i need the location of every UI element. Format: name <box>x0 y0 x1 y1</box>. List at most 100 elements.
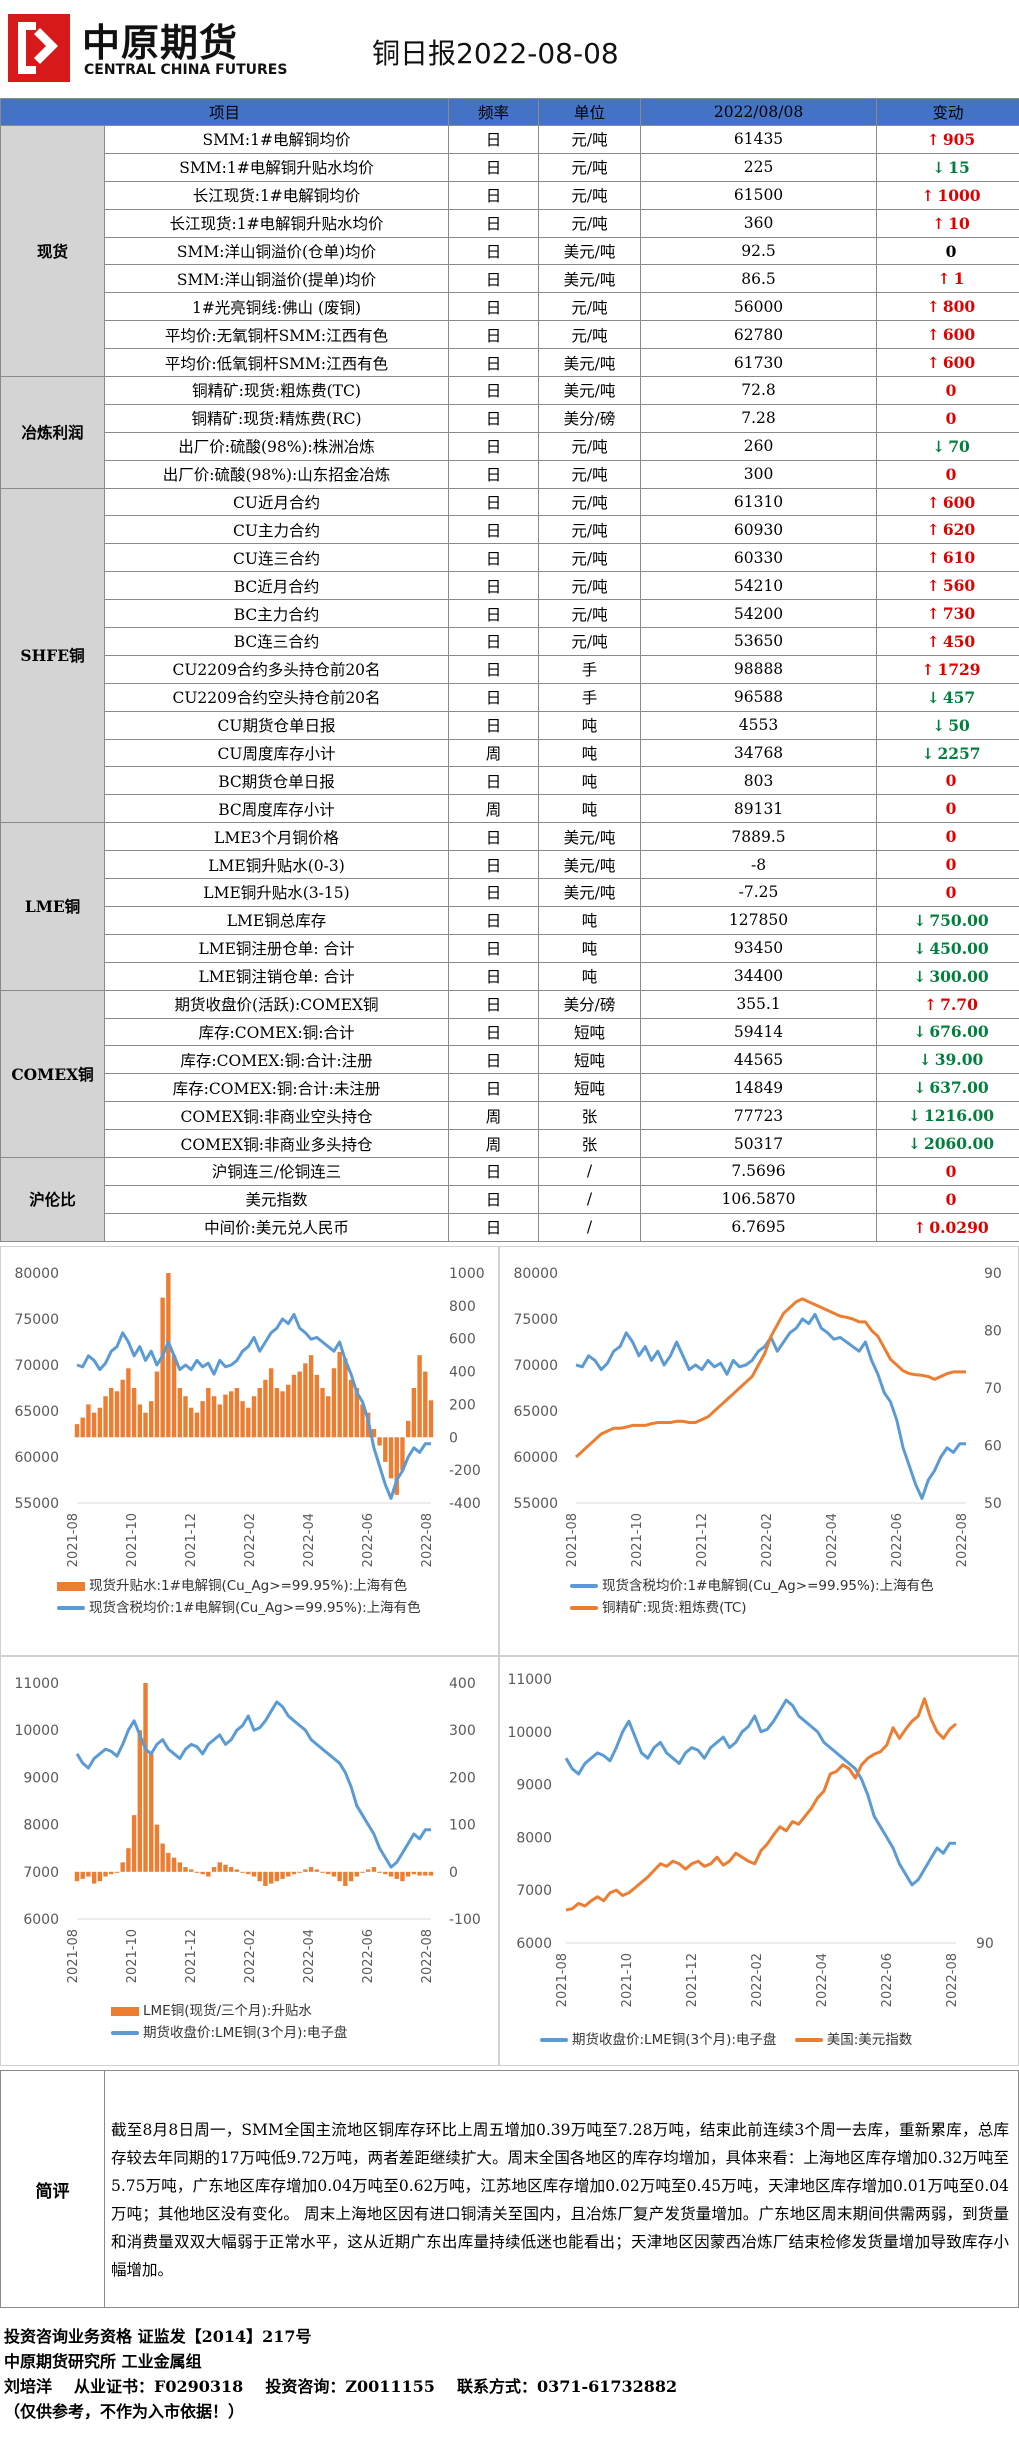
legend-item: LME铜(现货/三个月):升贴水 <box>111 2000 347 2022</box>
y-tick-label: 7000 <box>516 1883 552 1899</box>
footer: 投资咨询业务资格 证监发【2014】217号 中原期货研究所 工业金属组 刘培洋… <box>4 2324 699 2424</box>
arrow-up-icon: ↑ <box>926 129 940 149</box>
y2-tick-label: 90 <box>976 1936 994 1952</box>
area-bar <box>388 1437 394 1479</box>
legend-item: 铜精矿:现货:粗炼费(TC) <box>570 1597 934 1619</box>
row-value: 7.5696 <box>640 1156 878 1186</box>
change-value: 0 <box>945 380 957 400</box>
row-frequency: 日 <box>448 1184 540 1214</box>
row-item: BC周度库存小计 <box>103 794 450 824</box>
area-bar <box>126 1368 131 1438</box>
area-bar <box>320 1388 325 1438</box>
change-value: 0 <box>945 1161 957 1181</box>
x-tick-label: 2022-04 <box>302 1929 317 1983</box>
row-frequency: 日 <box>448 1212 540 1242</box>
chart-svg: 80000 75000 70000 65000 60000 55000 90 80 70 60 50… <box>513 1266 1001 1567</box>
arrow-up-icon: ↑ <box>926 353 940 373</box>
table-row: SMM:洋山铜溢价(提单)均价日美元/吨 86.5 ↑ 1 <box>1 264 1019 294</box>
row-frequency: 日 <box>448 543 540 573</box>
area-bar <box>337 1351 342 1438</box>
area-bar <box>257 1388 262 1438</box>
area-bar <box>394 1871 399 1879</box>
y2-tick-label: -400 <box>449 1496 481 1512</box>
row-value: 62780 <box>640 320 878 350</box>
change-value: 300.00 <box>929 966 989 986</box>
change-value: 600 <box>942 325 976 345</box>
row-frequency: 日 <box>448 571 540 601</box>
row-value: 89131 <box>640 794 878 824</box>
area-bar <box>126 1848 131 1872</box>
arrow-up-icon: ↑ <box>913 1217 927 1237</box>
series-line <box>75 1700 431 1869</box>
y-tick-label: 75000 <box>14 1312 59 1328</box>
row-unit: 手 <box>538 654 642 684</box>
area-bar <box>268 1871 274 1884</box>
area-bar <box>194 1412 200 1438</box>
area-bar <box>348 1379 354 1438</box>
chart-svg: 11000 10000 9000 8000 7000 6000 90 2021-08 2021-… <box>507 1672 994 2007</box>
row-value: 803 <box>640 766 878 796</box>
series-line <box>574 1297 966 1459</box>
row-unit: 元/吨 <box>538 627 642 656</box>
legend-item: 期货收盘价:LME铜(3个月):电子盘 <box>540 2032 776 2048</box>
table-row: 出厂价:硫酸(98%):山东招金冶炼日元/吨 300 0 <box>1 459 1019 489</box>
row-change: 0 <box>876 794 1019 824</box>
row-frequency: 日 <box>448 348 540 378</box>
row-change: ↑ 560 <box>876 571 1019 601</box>
table-row: 美元指数日/106.5870 0 <box>1 1184 1019 1214</box>
arrow-down-icon: ↓ <box>913 910 927 930</box>
commentary-box: 简评 截至8月8日周一，SMM全国主流地区铜库存环比上周五增加0.39万吨至7.… <box>0 2070 1019 2308</box>
change-value: 0 <box>945 799 957 819</box>
change-value: 450 <box>942 631 976 651</box>
area-bar <box>74 1424 80 1438</box>
area-bar <box>166 1273 171 1438</box>
y2-tick-label: 600 <box>449 1332 476 1348</box>
area-bar <box>211 1867 217 1872</box>
row-unit: 元/吨 <box>538 571 642 601</box>
row-unit: / <box>538 1212 642 1242</box>
y-tick-label: 65000 <box>14 1404 59 1420</box>
area-bar <box>246 1407 251 1438</box>
change-value: 450.00 <box>929 938 989 958</box>
row-value: 60930 <box>640 515 878 545</box>
row-unit: 元/吨 <box>538 180 642 210</box>
row-item: CU连三合约 <box>103 543 450 573</box>
y-tick-label: 11000 <box>14 1676 59 1692</box>
area-bar <box>314 1869 320 1872</box>
area-bar <box>86 1404 91 1438</box>
table-row: CU周度库存小计周吨 34768 ↓ 2257 <box>1 738 1019 768</box>
row-value: 54200 <box>640 599 878 629</box>
row-frequency: 日 <box>448 515 540 545</box>
legend-item: 现货含税均价:1#电解铜(Cu_Ag>=99.95%):上海有色 <box>570 1575 934 1597</box>
area-bar <box>114 1871 120 1873</box>
section-label: COMEX铜 <box>0 989 105 1158</box>
row-unit: 元/吨 <box>538 459 642 489</box>
x-tick-label: 2022-04 <box>815 1953 830 2007</box>
area-bar <box>228 1391 234 1438</box>
y-tick-label: 9000 <box>516 1778 552 1794</box>
section-label: 沪伦比 <box>0 1156 105 1242</box>
row-value: 53650 <box>640 627 878 656</box>
table-row: 库存:COMEX:铜:合计:未注册日短吨 14849 ↓ 637.00 <box>1 1073 1019 1103</box>
y2-tick-label: 1000 <box>449 1266 485 1282</box>
row-item: BC主力合约 <box>103 599 450 629</box>
x-tick-label: 2021-08 <box>66 1929 81 1983</box>
change-value: 730 <box>942 604 976 624</box>
change-value: 800 <box>942 297 976 317</box>
arrow-down-icon: ↓ <box>907 1106 921 1126</box>
area-bar <box>251 1871 257 1877</box>
table-row: SMM:1#电解铜升贴水均价日元/吨 225 ↓ 15 <box>1 152 1019 182</box>
row-item: 美元指数 <box>103 1184 450 1214</box>
row-unit: 元/吨 <box>538 125 642 154</box>
row-value: 4553 <box>640 710 878 740</box>
x-tick-label: 2022-06 <box>890 1513 905 1567</box>
row-item: 库存:COMEX:铜:合计:注册 <box>103 1045 450 1075</box>
row-item: SMM:洋山铜溢价(仓单)均价 <box>103 236 450 266</box>
row-frequency: 日 <box>448 125 540 154</box>
row-value: 96588 <box>640 682 878 712</box>
y-tick-label: 11000 <box>507 1672 552 1688</box>
row-value: 7889.5 <box>640 822 878 852</box>
arrow-up-icon: ↑ <box>926 325 940 345</box>
row-unit: 元/吨 <box>538 320 642 350</box>
row-item: LME铜注册仓单: 合计 <box>103 933 450 963</box>
